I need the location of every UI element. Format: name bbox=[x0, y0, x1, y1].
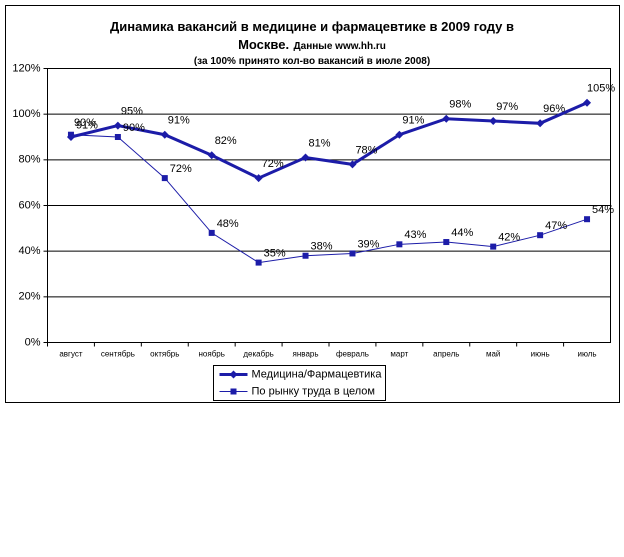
x-tick-label: май bbox=[486, 350, 500, 359]
data-point bbox=[67, 131, 74, 138]
legend-marker bbox=[230, 388, 237, 395]
y-tick-label: 60% bbox=[18, 199, 40, 211]
x-tick-label: сентябрь bbox=[101, 350, 135, 359]
data-label: 90% bbox=[123, 122, 145, 134]
legend-label: По рынку труда в целом bbox=[252, 385, 375, 397]
x-tick-label: апрель bbox=[433, 350, 459, 359]
data-label: 105% bbox=[587, 83, 615, 95]
chart-subtitle: (за 100% принято кол-во вакансий в июле … bbox=[193, 56, 431, 67]
data-point bbox=[255, 259, 262, 266]
series-line bbox=[70, 101, 588, 180]
data-point bbox=[301, 153, 310, 162]
data-point bbox=[536, 119, 545, 128]
data-label: 42% bbox=[498, 232, 520, 244]
x-tick-label: март bbox=[390, 350, 408, 359]
chart-source: Данные www.hh.ru bbox=[293, 41, 386, 52]
data-point bbox=[348, 160, 357, 169]
y-tick-label: 40% bbox=[18, 245, 40, 257]
data-label: 90% bbox=[74, 117, 96, 129]
data-label: 44% bbox=[451, 227, 473, 239]
data-label: 97% bbox=[496, 101, 518, 113]
data-label: 78% bbox=[355, 144, 377, 156]
data-label: 43% bbox=[404, 229, 426, 241]
data-point bbox=[114, 134, 121, 140]
x-tick-label: декабрь bbox=[243, 350, 273, 359]
legend-box bbox=[213, 365, 386, 401]
data-point bbox=[160, 130, 169, 139]
data-point bbox=[583, 98, 592, 107]
x-tick-label: август bbox=[59, 350, 83, 359]
series-line bbox=[70, 134, 588, 264]
x-tick-label: июнь bbox=[531, 350, 550, 359]
data-label: 96% bbox=[543, 103, 565, 115]
legend-label: Медицина/Фармацевтика bbox=[252, 368, 383, 380]
data-point bbox=[443, 239, 450, 246]
y-tick-label: 80% bbox=[18, 154, 40, 166]
data-label: 54% bbox=[592, 204, 614, 216]
data-point bbox=[442, 114, 451, 123]
y-tick-label: 20% bbox=[18, 291, 40, 303]
x-tick-label: февраль bbox=[336, 350, 369, 359]
data-label: 39% bbox=[357, 238, 379, 250]
x-tick-label: октябрь bbox=[150, 350, 179, 359]
data-label: 91% bbox=[168, 115, 190, 127]
data-point bbox=[302, 252, 309, 259]
data-label: 81% bbox=[309, 137, 331, 149]
data-label: 38% bbox=[311, 241, 333, 253]
data-point bbox=[349, 250, 356, 257]
y-tick-label: 120% bbox=[12, 62, 40, 74]
data-label: 35% bbox=[264, 247, 286, 259]
header: Динамика вакансий в медицине и фармацевт… bbox=[97, 18, 527, 67]
data-point bbox=[113, 121, 122, 130]
legend-marker bbox=[229, 370, 238, 379]
y-tick-label: 0% bbox=[25, 336, 41, 348]
data-label: 48% bbox=[217, 218, 239, 230]
data-label: 72% bbox=[170, 163, 192, 175]
y-tick-label: 100% bbox=[12, 108, 40, 120]
data-point bbox=[489, 117, 498, 126]
x-tick-label: июль bbox=[577, 350, 596, 359]
data-point bbox=[537, 232, 544, 239]
data-point bbox=[208, 229, 215, 236]
data-point bbox=[395, 130, 404, 139]
data-point bbox=[584, 216, 591, 223]
chart-title: Динамика вакансий в медицине и фармацевт… bbox=[110, 19, 514, 52]
data-label: 82% bbox=[215, 135, 237, 147]
data-label: 47% bbox=[545, 220, 567, 232]
data-label: 72% bbox=[262, 158, 284, 170]
data-point bbox=[490, 243, 497, 250]
x-tick-label: январь bbox=[293, 350, 319, 359]
data-label: 91% bbox=[402, 115, 424, 127]
data-label: 95% bbox=[121, 105, 143, 117]
data-point bbox=[161, 175, 168, 182]
data-point bbox=[254, 174, 263, 183]
data-label: 91% bbox=[76, 120, 98, 132]
x-tick-label: ноябрь bbox=[199, 350, 225, 359]
data-point bbox=[207, 151, 216, 160]
data-point bbox=[396, 241, 403, 248]
data-label: 98% bbox=[449, 99, 471, 111]
